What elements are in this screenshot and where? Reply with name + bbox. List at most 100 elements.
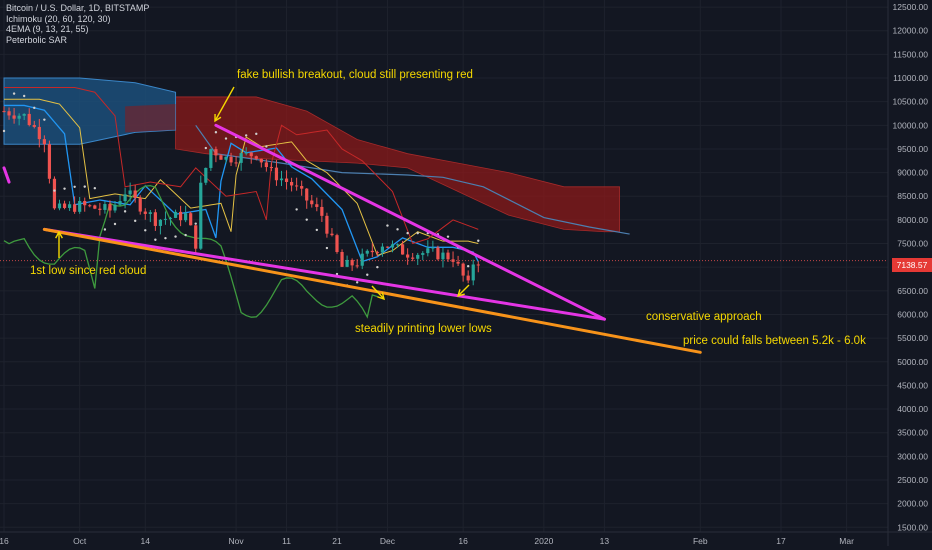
candle-up: [239, 153, 243, 163]
psar-dot: [255, 132, 258, 136]
candle-down: [411, 257, 415, 259]
candle-down: [214, 149, 218, 156]
x-tick-label: Dec: [380, 536, 396, 546]
x-tick-label: Oct: [73, 536, 87, 546]
y-tick-label: 2500.00: [897, 475, 928, 485]
legend-4ema[interactable]: 4EMA (9, 13, 21, 55): [6, 24, 89, 34]
candle-up: [17, 115, 21, 119]
psar-dot: [164, 236, 167, 240]
annotation-conservative: conservative approach: [646, 311, 762, 323]
candle-up: [78, 200, 82, 212]
chikou-span-line: [3, 184, 378, 319]
candle-down: [305, 188, 309, 201]
psar-dot: [43, 118, 46, 121]
candle-down: [284, 178, 289, 182]
candle-up: [224, 156, 228, 160]
psar-dot: [466, 265, 470, 268]
psar-dot: [63, 187, 66, 190]
psar-dot: [305, 218, 308, 221]
psar-dot: [103, 228, 107, 231]
psar-dot: [53, 189, 56, 192]
y-tick-label: 6000.00: [897, 309, 928, 319]
candle-up: [199, 182, 203, 249]
candle-up: [441, 252, 445, 260]
trendline-upper: [214, 123, 606, 321]
x-tick-label: 16: [458, 536, 468, 546]
psar-dot: [204, 146, 208, 150]
candle-down: [325, 215, 329, 234]
x-tick-label: 13: [600, 536, 610, 546]
x-tick-label: 11: [282, 536, 291, 546]
last-price-badge: 7138.57: [892, 258, 932, 272]
candle-down: [133, 190, 137, 198]
candle-down: [249, 152, 253, 157]
psar-dot: [386, 224, 389, 227]
legend-ichimoku[interactable]: Ichimoku (20, 60, 120, 30): [6, 13, 111, 24]
y-tick-label: 11000.00: [893, 73, 928, 83]
candle-down: [138, 197, 142, 212]
candle-down: [88, 205, 92, 207]
candle-up: [390, 244, 395, 248]
y-tick-label: 7500.00: [897, 239, 928, 249]
y-tick-label: 5000.00: [897, 357, 928, 367]
trendlines: [2, 123, 702, 354]
psar-dot: [22, 94, 26, 98]
candle-down: [108, 204, 112, 211]
psar-dot: [446, 235, 450, 238]
candle-up: [118, 201, 122, 205]
candle-down: [143, 211, 147, 214]
psar-dot: [396, 228, 399, 231]
annotation-arrows: [55, 86, 470, 301]
candle-down: [254, 156, 258, 159]
candle-up: [431, 247, 435, 249]
psar-dot: [2, 129, 6, 133]
candle-down: [62, 203, 67, 208]
candle-down: [2, 111, 6, 113]
psar-dot: [144, 229, 147, 232]
psar-dot: [133, 219, 137, 223]
candle-down: [406, 254, 410, 258]
candle-down: [229, 156, 233, 163]
legend-symbol[interactable]: Bitcoin / U.S. Dollar, 1D, BITSTAMP: [6, 3, 150, 13]
psar-dot: [355, 281, 359, 284]
candle-down: [259, 158, 263, 163]
candle-down: [446, 252, 450, 260]
time-axis: 16 Oct 14 Nov 11 21 Dec 16 2020 13 Feb 17 Mar: [0, 531, 932, 546]
psar-dot: [123, 210, 127, 213]
legend-psar[interactable]: Peterbolic SAR: [6, 34, 68, 45]
psar-dot: [416, 231, 419, 235]
candle-down: [315, 204, 319, 207]
psar-dot: [214, 131, 218, 134]
x-tick-label: 16: [0, 536, 9, 546]
psar-dot: [224, 137, 228, 140]
candle-down: [12, 115, 16, 119]
candle-up: [279, 178, 284, 181]
candle-down: [73, 204, 77, 212]
ema-55-line: [4, 86, 479, 245]
candle-down: [194, 225, 198, 249]
y-tick-label: 4500.00: [897, 380, 928, 390]
candle-down: [400, 244, 405, 255]
candle-down: [295, 185, 299, 187]
psar-dot: [244, 134, 248, 137]
candle-down: [289, 181, 294, 186]
candle-down: [47, 144, 52, 179]
psar-dot: [315, 228, 319, 232]
y-tick-label: 9500.00: [897, 144, 928, 154]
candle-down: [466, 275, 470, 281]
candle-up: [148, 212, 152, 214]
candle-down: [98, 208, 102, 210]
annotation-first-low: 1st low since red cloud: [30, 265, 147, 277]
kumo-lower-edge: [195, 124, 630, 235]
x-tick-label: Feb: [693, 536, 708, 546]
candle-up: [365, 250, 369, 254]
y-tick-label: 2000.00: [897, 499, 928, 509]
candle-down: [320, 206, 324, 216]
candle-down: [219, 155, 223, 160]
candle-down: [153, 212, 157, 226]
psar-dot: [325, 246, 329, 250]
candle-up: [123, 194, 127, 202]
psar-dot: [113, 222, 117, 226]
y-tick-label: 12000.00: [893, 26, 929, 36]
